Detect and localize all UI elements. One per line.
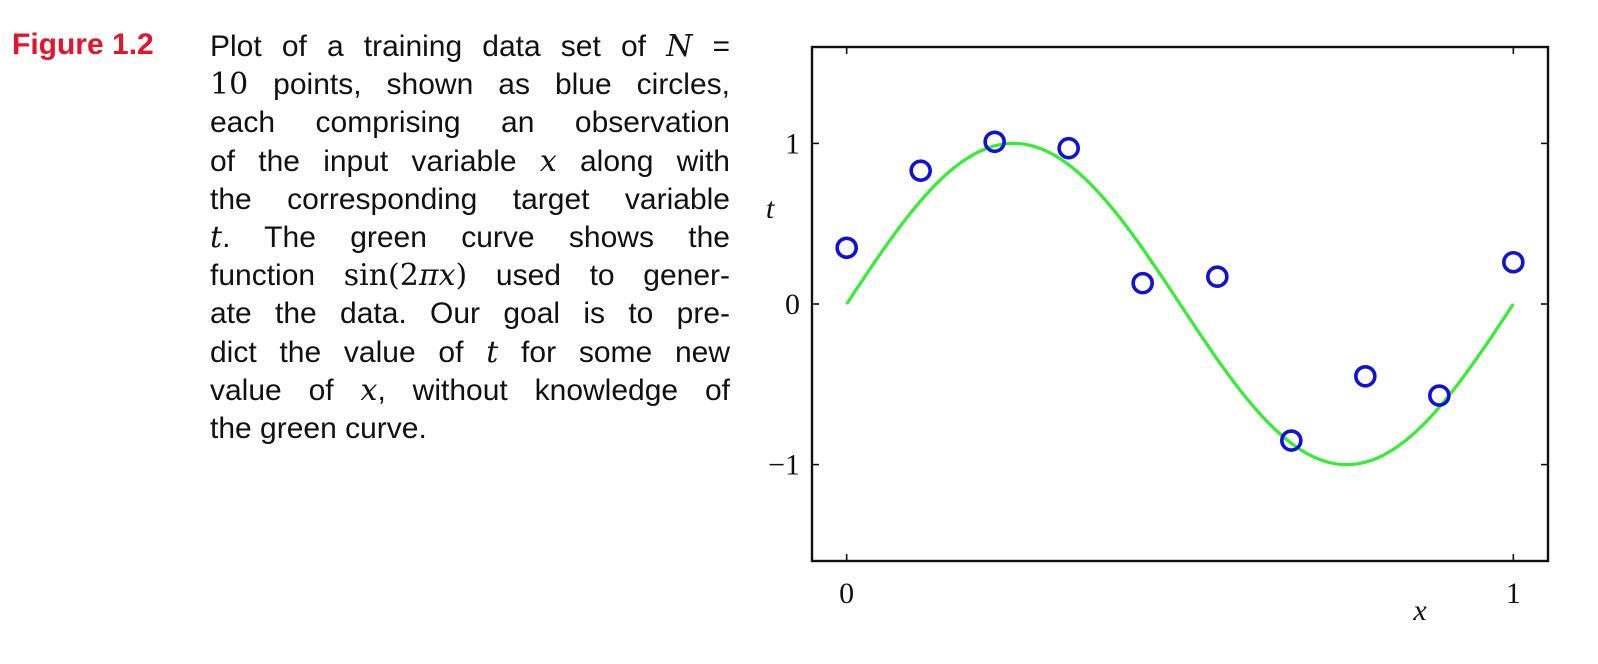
caption-text: ) [455,258,468,294]
caption-line: of the input variable x along with [210,143,730,181]
data-point [1057,136,1080,160]
axis-labels-layer: xt [766,192,1428,627]
figure-label: Figure 1.2 [12,28,154,61]
data-point [909,159,932,182]
y-tick-label: 1 [785,127,800,160]
caption-text: the corresponding target variable [210,182,730,216]
caption-line: the green curve. [210,410,730,448]
caption-text: used to gener- [467,259,730,293]
figure-caption: Plot of a training data set of N = 10 poi… [210,28,730,448]
caption-text: πx [418,258,456,294]
training-points-layer [835,130,1525,452]
caption-text: = [692,30,730,63]
data-point [1354,364,1377,388]
caption-text: dict the value of [210,335,487,369]
y-axis-label: t [766,192,775,225]
caption-text: the green curve. [210,411,427,445]
caption-text: , without knowledge of [377,373,730,407]
caption-line: each comprising an observation [210,104,730,142]
caption-line: t. The green curve shows the [210,219,730,257]
caption-text: along with [556,144,730,178]
caption-text: function [210,259,344,293]
caption-text: t [210,219,223,255]
caption-text: ate the data. Our goal is to pre- [210,297,730,331]
x-axis-label: x [1412,594,1427,627]
caption-text: N [666,29,693,64]
x-tick-label: 1 [1506,577,1521,610]
sine-curve-layer [845,141,1515,467]
y-tick-label: −1 [768,449,800,482]
caption-text: points, shown as blue circles, [248,68,730,102]
caption-text: each comprising an observation [210,106,730,140]
caption-line: function sin(2πx) used to gener- [210,257,730,295]
sine-curve [845,141,1515,467]
caption-text: value of [210,373,361,407]
caption-line: dict the value of t for some new [210,334,730,372]
caption-line: value of x, without knowledge of [210,372,730,410]
caption-text: of the input variable [210,144,540,178]
caption-line: 10 points, shown as blue circles, [210,66,730,104]
caption-text: for some new [498,335,730,369]
data-point [1206,265,1229,288]
y-tick-label: 0 [785,288,800,321]
caption-line: the corresponding target variable [210,181,730,219]
caption-text: sin(2 [343,258,419,294]
caption-line: Plot of a training data set of N = [210,28,730,66]
caption-line: ate the data. Our goal is to pre- [210,295,730,333]
data-point [1280,429,1303,452]
data-point [835,236,858,260]
x-tick-label: 0 [839,577,854,610]
plot-axes: −1 0 1 0 1 [768,45,1550,610]
caption-text: x [360,372,378,408]
data-point [1502,250,1525,274]
caption-text: t [486,334,499,370]
caption-text: Plot of a training data set of [210,30,667,63]
data-point [1428,384,1451,407]
data-point [1131,271,1154,295]
data-point [983,130,1006,154]
caption-text: x [539,143,557,179]
caption-text: 10 [210,67,249,103]
caption-text: . The green curve shows the [222,220,730,254]
